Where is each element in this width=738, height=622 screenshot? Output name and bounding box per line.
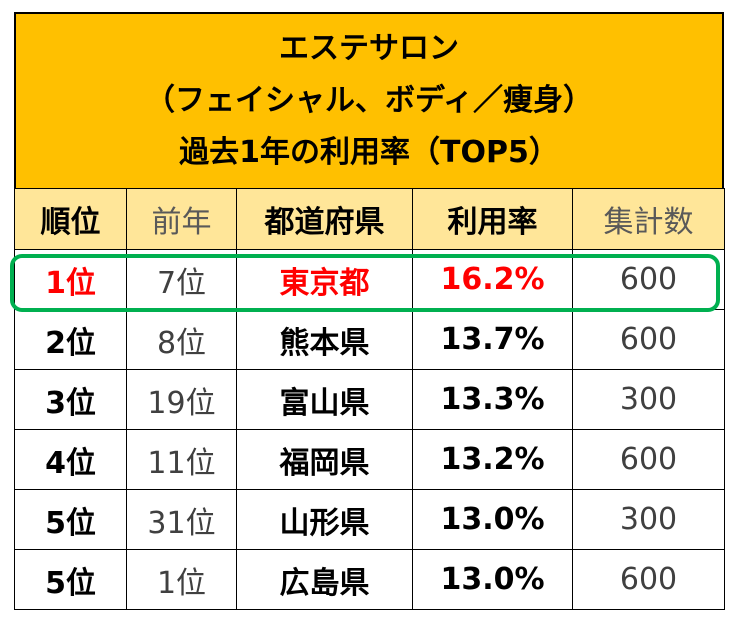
cell-prefecture: 富山県 [236,369,413,430]
cell-usage-rate: 13.3% [412,369,573,430]
cell-prefecture: 東京都 [236,249,413,310]
cell-usage-rate: 13.7% [412,309,573,370]
cell-usage-rate: 13.2% [412,429,573,490]
cell-prefecture: 広島県 [236,549,413,610]
cell-usage-rate: 13.0% [412,549,573,610]
header-prev-year: 前年 [126,188,237,250]
header-rank: 順位 [14,188,127,250]
cell-sample-count: 600 [572,309,725,370]
cell-rank: 1位 [14,249,127,310]
cell-prefecture: 熊本県 [236,309,413,370]
cell-rank: 4位 [14,429,127,490]
title-line-3: 過去1年の利用率（TOP5） [179,135,559,170]
cell-rank: 3位 [14,369,127,430]
cell-prev-year: 1位 [126,549,237,610]
table-row: 2位 8位 熊本県 13.7% 600 [14,309,725,370]
cell-prev-year: 31位 [126,489,237,550]
ranking-table-container: エステサロン （フェイシャル、ボディ／痩身） 過去1年の利用率（TOP5） 順位… [14,12,725,610]
table-row: 5位 31位 山形県 13.0% 300 [14,489,725,550]
cell-prev-year: 19位 [126,369,237,430]
cell-sample-count: 300 [572,369,725,430]
table-row: 3位 19位 富山県 13.3% 300 [14,369,725,430]
ranking-table: 順位 前年 都道府県 利用率 集計数 1位 7位 東京都 16.2% 600 2… [14,188,725,610]
cell-prefecture: 山形県 [236,489,413,550]
title-line-1: エステサロン [279,31,459,66]
table-row: 1位 7位 東京都 16.2% 600 [14,249,725,310]
cell-prev-year: 11位 [126,429,237,490]
title-line-2: （フェイシャル、ボディ／痩身） [145,83,593,118]
cell-rank: 5位 [14,489,127,550]
header-usage-rate: 利用率 [412,188,573,250]
cell-usage-rate: 13.0% [412,489,573,550]
cell-prev-year: 7位 [126,249,237,310]
cell-rank: 2位 [14,309,127,370]
table-row: 4位 11位 福岡県 13.2% 600 [14,429,725,490]
cell-usage-rate: 16.2% [412,249,573,310]
cell-prev-year: 8位 [126,309,237,370]
cell-sample-count: 600 [572,249,725,310]
table-title-block: エステサロン （フェイシャル、ボディ／痩身） 過去1年の利用率（TOP5） [14,12,724,188]
table-row: 5位 1位 広島県 13.0% 600 [14,549,725,610]
header-prefecture: 都道府県 [236,188,413,250]
cell-rank: 5位 [14,549,127,610]
header-row: 順位 前年 都道府県 利用率 集計数 [14,188,725,250]
cell-sample-count: 600 [572,549,725,610]
header-sample-count: 集計数 [572,188,725,250]
cell-sample-count: 300 [572,489,725,550]
cell-prefecture: 福岡県 [236,429,413,490]
cell-sample-count: 600 [572,429,725,490]
